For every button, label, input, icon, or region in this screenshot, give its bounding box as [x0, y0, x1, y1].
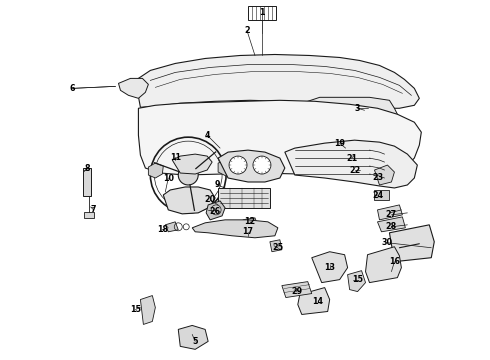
- Text: 18: 18: [157, 225, 168, 234]
- Polygon shape: [165, 222, 178, 232]
- Polygon shape: [148, 163, 163, 178]
- Text: 13: 13: [324, 263, 335, 272]
- Text: 23: 23: [372, 172, 383, 181]
- Text: 10: 10: [163, 174, 174, 183]
- Polygon shape: [141, 296, 155, 324]
- Polygon shape: [206, 201, 225, 220]
- Polygon shape: [270, 240, 282, 252]
- Text: 4: 4: [204, 131, 210, 140]
- Text: 8: 8: [85, 163, 91, 172]
- Polygon shape: [312, 252, 347, 283]
- Text: 3: 3: [355, 104, 360, 113]
- Circle shape: [211, 205, 221, 215]
- Circle shape: [229, 156, 247, 174]
- Polygon shape: [83, 168, 91, 196]
- Polygon shape: [178, 325, 208, 349]
- Text: 12: 12: [245, 217, 256, 226]
- Text: 19: 19: [334, 139, 345, 148]
- Polygon shape: [119, 78, 148, 98]
- Text: 6: 6: [70, 84, 75, 93]
- Text: 5: 5: [193, 337, 198, 346]
- Text: 28: 28: [386, 222, 397, 231]
- Polygon shape: [282, 282, 312, 298]
- Polygon shape: [172, 154, 212, 174]
- Text: 15: 15: [352, 275, 363, 284]
- Polygon shape: [218, 188, 270, 208]
- Text: 17: 17: [243, 227, 253, 236]
- Polygon shape: [305, 97, 399, 125]
- Text: 30: 30: [382, 238, 393, 247]
- Polygon shape: [347, 271, 366, 292]
- Text: 14: 14: [312, 297, 323, 306]
- Polygon shape: [377, 205, 402, 220]
- Text: 1: 1: [259, 8, 265, 17]
- Polygon shape: [138, 100, 421, 178]
- Bar: [248, 6, 276, 20]
- Polygon shape: [218, 150, 285, 182]
- Polygon shape: [374, 190, 390, 200]
- Text: 7: 7: [91, 206, 97, 215]
- Text: 26: 26: [210, 207, 220, 216]
- Polygon shape: [218, 160, 236, 176]
- Polygon shape: [366, 247, 401, 283]
- Polygon shape: [390, 225, 434, 262]
- Circle shape: [253, 156, 271, 174]
- Text: 24: 24: [372, 192, 383, 201]
- Polygon shape: [135, 54, 419, 108]
- Text: 15: 15: [130, 305, 141, 314]
- Text: 16: 16: [389, 257, 400, 266]
- Text: 25: 25: [272, 243, 283, 252]
- Text: 22: 22: [349, 166, 360, 175]
- Polygon shape: [298, 288, 330, 315]
- Polygon shape: [285, 140, 417, 188]
- Polygon shape: [377, 217, 405, 232]
- Text: 29: 29: [291, 287, 302, 296]
- Polygon shape: [374, 165, 394, 185]
- Polygon shape: [192, 220, 278, 238]
- Circle shape: [178, 165, 198, 185]
- Text: 21: 21: [346, 154, 357, 163]
- Text: 9: 9: [214, 180, 220, 189]
- Polygon shape: [163, 187, 215, 214]
- Text: 27: 27: [386, 210, 397, 219]
- Polygon shape: [84, 212, 94, 218]
- Text: 2: 2: [244, 26, 250, 35]
- Text: 11: 11: [170, 153, 181, 162]
- Text: 20: 20: [204, 195, 216, 204]
- Polygon shape: [243, 218, 258, 228]
